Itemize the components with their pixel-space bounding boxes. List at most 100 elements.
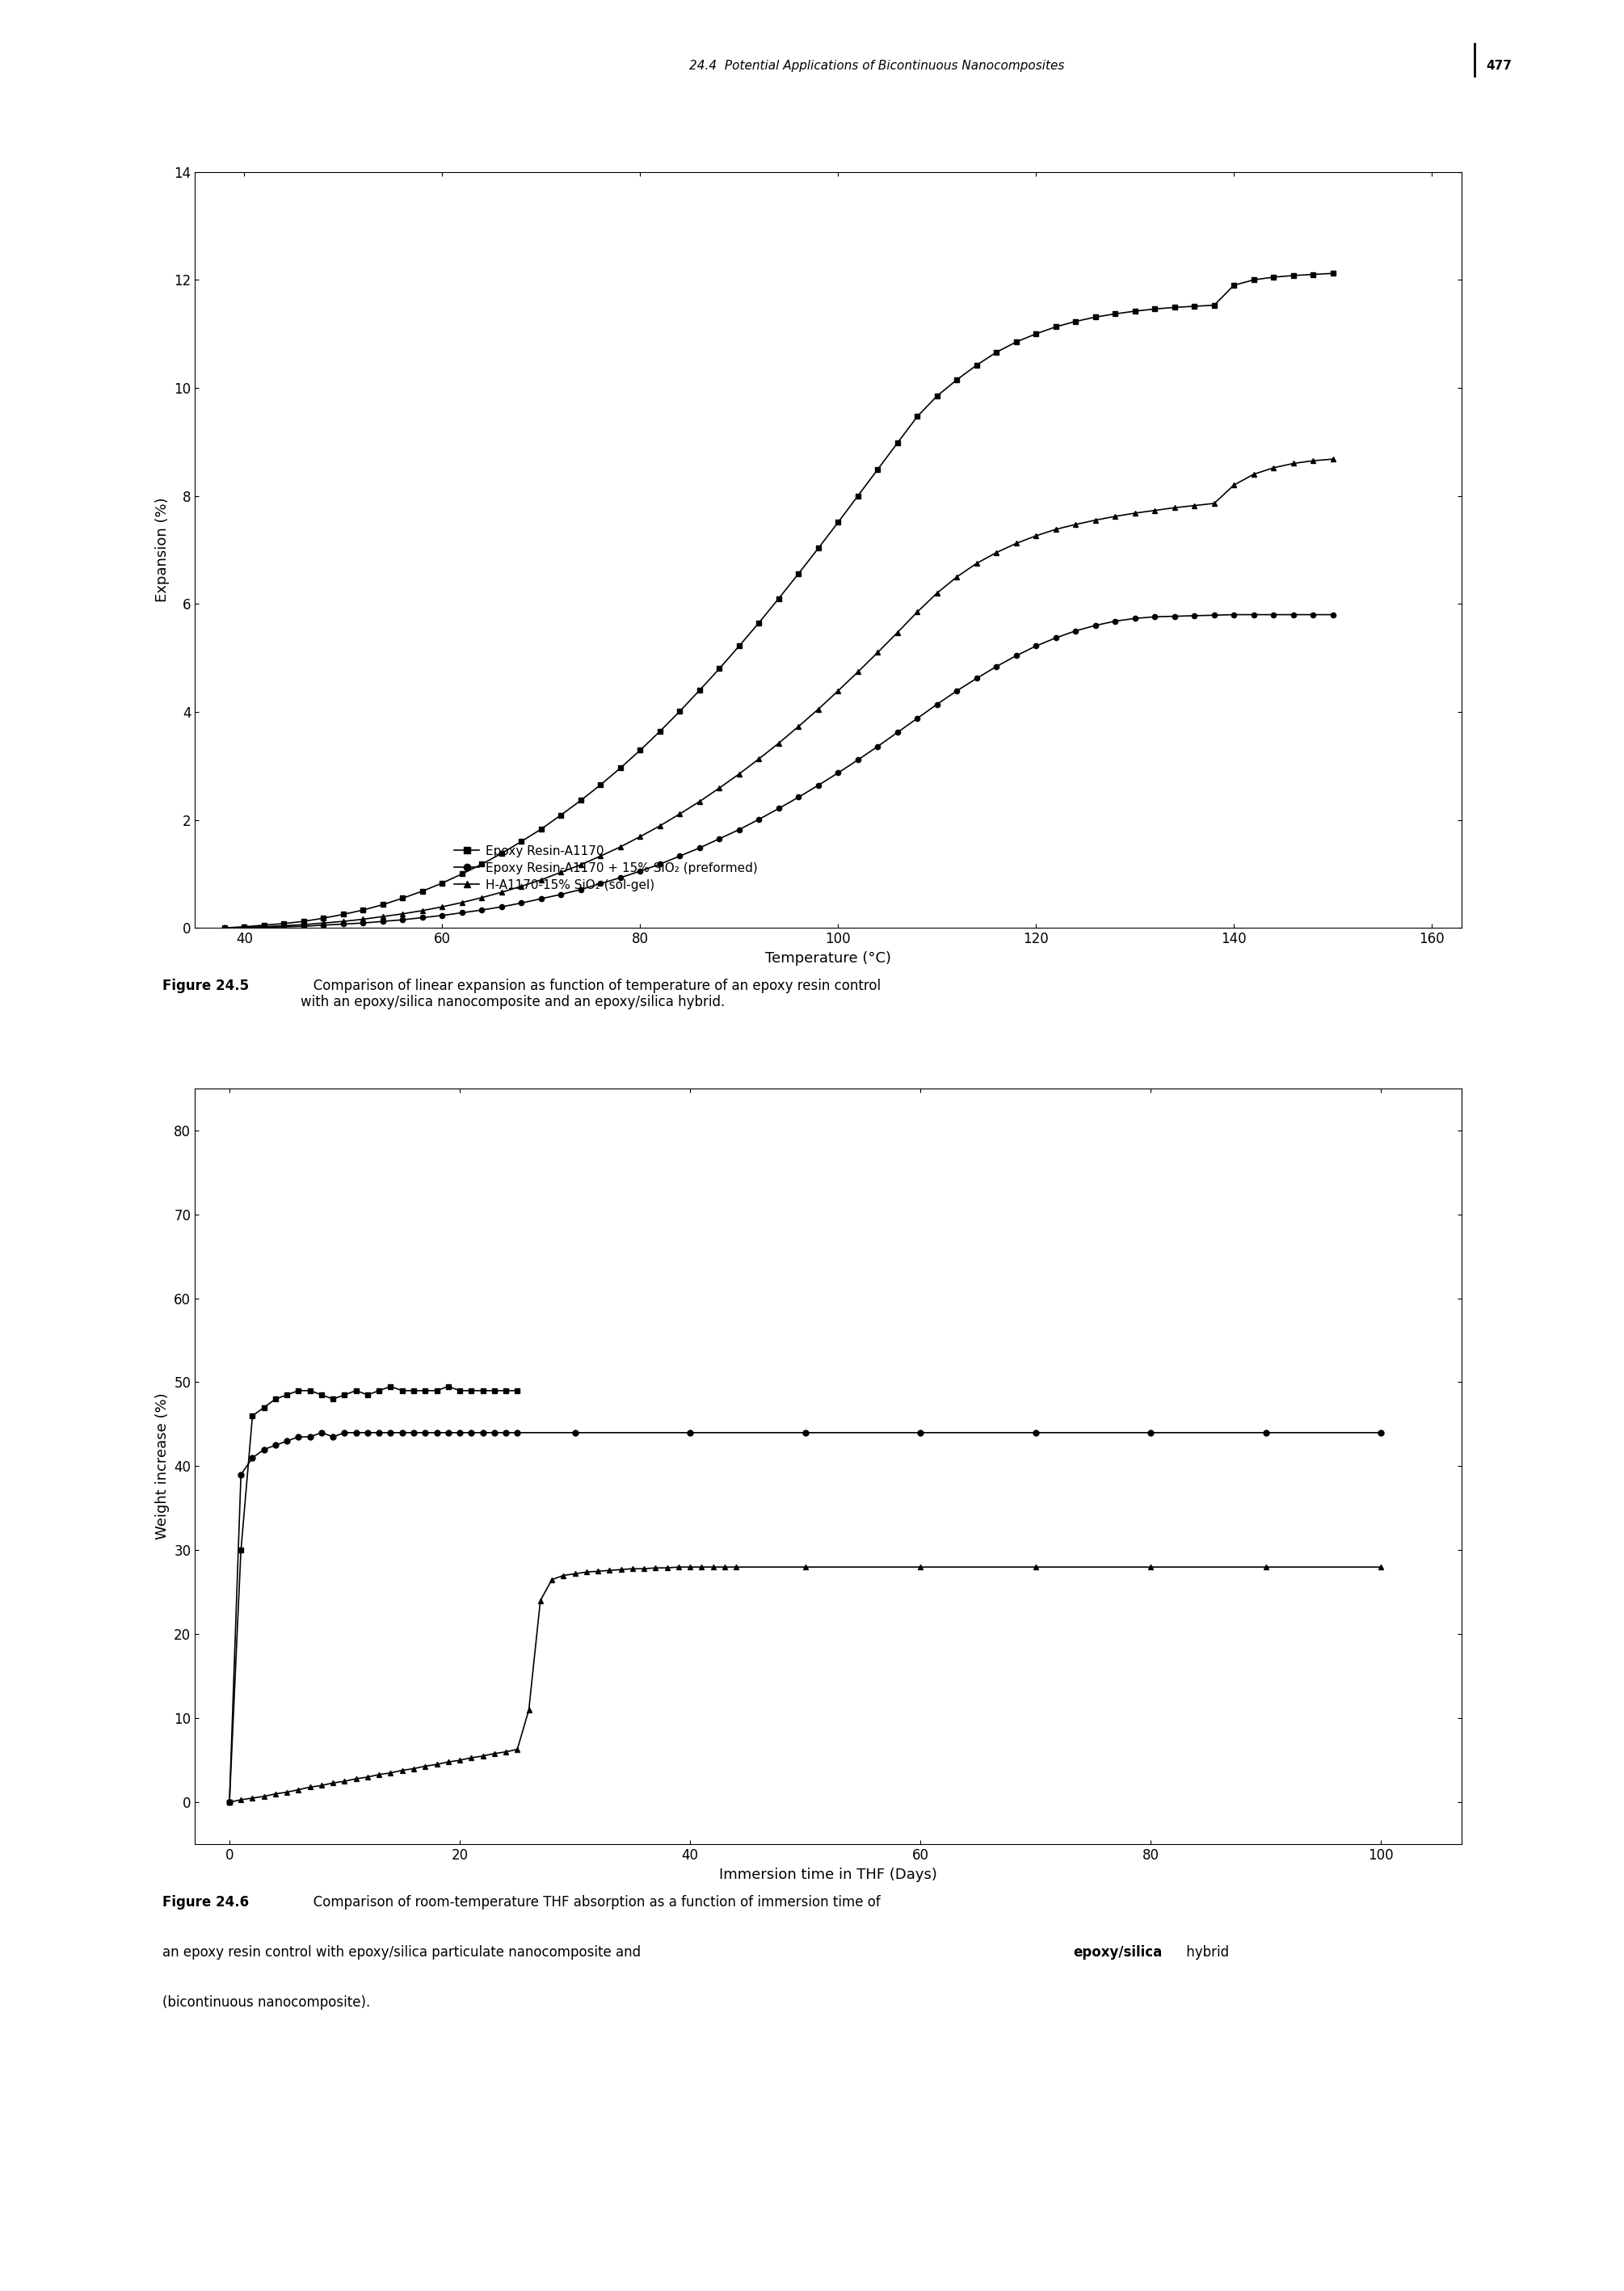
Epoxy Resin	[214, 914, 234, 942]
Epoxy Resin	[690, 676, 710, 703]
Text: epoxy/silica: epoxy/silica	[1073, 1945, 1163, 1959]
Epoxy Resin-A1170 + 15% SiO₂ (preformed)	[1371, 1418, 1390, 1446]
Epoxy Resin-A1170	[382, 1372, 401, 1400]
Text: 24.4  Potential Applications of Bicontinuous Nanocomposites: 24.4 Potential Applications of Bicontinu…	[689, 60, 1065, 71]
Epoxy Resin-A1170 + 15% SiO₂ (preformed)	[796, 1418, 815, 1446]
Epoxy Resin-A1170 + 15% SiO₂ (preformed)	[312, 1418, 331, 1446]
H-A1170-15% SiO₂ (sol-gel)	[1371, 1553, 1390, 1581]
Epoxy Resin-A1170-15% SiO₂ (Preformed)	[512, 873, 531, 900]
Line: Epoxy Resin: Epoxy Resin	[222, 270, 1335, 930]
Epoxy Resin-A1170 + 15% SiO₂ (preformed)	[266, 1432, 286, 1459]
Epoxy Resin-A1170	[484, 1377, 503, 1404]
Epoxy Resin-A1170	[404, 1377, 424, 1404]
Epoxy Resin-A1170	[255, 1393, 274, 1420]
H-A1170-15% SiO₂ (sol-gel)	[346, 1764, 365, 1792]
Text: Figure 24.6: Figure 24.6	[162, 1895, 248, 1908]
H-A1170-15% SiO₂ (sol-gel)	[635, 1556, 654, 1583]
Epoxy Resin-A1170 + 15% SiO₂ (preformed)	[335, 1418, 354, 1446]
Text: (bicontinuous nanocomposite).: (bicontinuous nanocomposite).	[162, 1995, 370, 2009]
Text: hybrid: hybrid	[1182, 1945, 1229, 1959]
Epoxy Resin-A1170 + 15% SiO₂ (preformed)	[565, 1418, 585, 1446]
Epoxy Resin-A1170	[312, 1381, 331, 1409]
Epoxy Resin-A1170 + 15% SiO₂ (preformed)	[911, 1418, 931, 1446]
Epoxy Resin-A1170	[231, 1537, 250, 1565]
Epoxy Resin-A1170	[473, 1377, 492, 1404]
Y-axis label: Weight increase (%): Weight increase (%)	[154, 1393, 169, 1540]
Epoxy Resin-A1170-15% SiO₂ (Preformed)	[966, 550, 986, 577]
Epoxy Resin-A1170 + 15% SiO₂ (preformed)	[393, 1418, 412, 1446]
H-A1170-15% SiO₂ (Sol-gel hybrid)	[987, 653, 1007, 680]
Epoxy Resin-A1170	[495, 1377, 515, 1404]
Epoxy Resin-A1170 + 15% SiO₂ (preformed)	[242, 1443, 261, 1471]
H-A1170-15% SiO₂ (Sol-gel hybrid)	[1324, 600, 1343, 628]
Epoxy Resin-A1170	[357, 1381, 377, 1409]
Epoxy Resin-A1170 + 15% SiO₂ (preformed)	[278, 1427, 297, 1455]
Epoxy Resin-A1170 + 15% SiO₂ (preformed)	[289, 1423, 309, 1450]
Epoxy Resin-A1170	[289, 1377, 309, 1404]
Epoxy Resin-A1170	[335, 1381, 354, 1409]
H-A1170-15% SiO₂ (sol-gel)	[669, 1553, 689, 1581]
Epoxy Resin-A1170	[416, 1377, 435, 1404]
H-A1170-15% SiO₂ (Sol-gel hybrid)	[255, 914, 274, 942]
Epoxy Resin-A1170 + 15% SiO₂ (preformed)	[300, 1423, 320, 1450]
Text: Comparison of linear expansion as function of temperature of an epoxy resin cont: Comparison of linear expansion as functi…	[300, 978, 880, 1010]
Epoxy Resin-A1170 + 15% SiO₂ (preformed)	[461, 1418, 481, 1446]
Line: H-A1170-15% SiO₂ (sol-gel): H-A1170-15% SiO₂ (sol-gel)	[227, 1565, 1384, 1805]
Epoxy Resin-A1170 + 15% SiO₂ (preformed)	[231, 1462, 250, 1489]
H-A1170-15% SiO₂ (Sol-gel hybrid)	[274, 914, 294, 942]
Epoxy Resin-A1170 + 15% SiO₂ (preformed)	[346, 1418, 365, 1446]
Epoxy Resin-A1170	[508, 1377, 528, 1404]
H-A1170-15% SiO₂ (sol-gel)	[219, 1789, 239, 1817]
Epoxy Resin-A1170-15% SiO₂ (Preformed)	[690, 788, 710, 816]
Epoxy Resin-A1170-15% SiO₂ (Preformed)	[1324, 444, 1343, 472]
Epoxy Resin-A1170	[461, 1377, 481, 1404]
H-A1170-15% SiO₂ (sol-gel)	[599, 1556, 619, 1583]
Epoxy Resin-A1170	[266, 1386, 286, 1414]
Line: Epoxy Resin-A1170-15% SiO₂ (Preformed): Epoxy Resin-A1170-15% SiO₂ (Preformed)	[222, 456, 1335, 930]
Epoxy Resin	[512, 827, 531, 855]
Text: an epoxy resin control with epoxy/silica particulate nanocomposite and: an epoxy resin control with epoxy/silica…	[162, 1945, 645, 1959]
Epoxy Resin-A1170 + 15% SiO₂ (preformed)	[438, 1418, 458, 1446]
Legend: Epoxy Resin-A1170, Epoxy Resin-A1170 + 15% SiO₂ (preformed), H-A1170-15% SiO₂ (s: Epoxy Resin-A1170, Epoxy Resin-A1170 + 1…	[455, 845, 757, 891]
Epoxy Resin-A1170 + 15% SiO₂ (preformed)	[1142, 1418, 1161, 1446]
Epoxy Resin-A1170 + 15% SiO₂ (preformed)	[484, 1418, 503, 1446]
Epoxy Resin-A1170	[369, 1377, 388, 1404]
Epoxy Resin-A1170 + 15% SiO₂ (preformed)	[450, 1418, 469, 1446]
Text: 477: 477	[1486, 60, 1512, 71]
Epoxy Resin-A1170-15% SiO₂ (Preformed)	[274, 912, 294, 939]
Epoxy Resin-A1170 + 15% SiO₂ (preformed)	[473, 1418, 492, 1446]
Epoxy Resin	[987, 339, 1007, 367]
Epoxy Resin-A1170 + 15% SiO₂ (preformed)	[427, 1418, 447, 1446]
Line: Epoxy Resin-A1170: Epoxy Resin-A1170	[227, 1384, 520, 1805]
Epoxy Resin-A1170 + 15% SiO₂ (preformed)	[1026, 1418, 1046, 1446]
Epoxy Resin-A1170	[438, 1372, 458, 1400]
Epoxy Resin	[966, 351, 986, 378]
Line: H-A1170-15% SiO₂ (Sol-gel hybrid): H-A1170-15% SiO₂ (Sol-gel hybrid)	[222, 612, 1335, 930]
Epoxy Resin-A1170	[219, 1789, 239, 1817]
Epoxy Resin-A1170-15% SiO₂ (Preformed)	[987, 538, 1007, 566]
H-A1170-15% SiO₂ (Sol-gel hybrid)	[966, 664, 986, 692]
Epoxy Resin-A1170 + 15% SiO₂ (preformed)	[323, 1423, 343, 1450]
Epoxy Resin-A1170	[450, 1377, 469, 1404]
Epoxy Resin-A1170 + 15% SiO₂ (preformed)	[495, 1418, 515, 1446]
X-axis label: Immersion time in THF (Days): Immersion time in THF (Days)	[719, 1867, 937, 1881]
Epoxy Resin-A1170 + 15% SiO₂ (preformed)	[416, 1418, 435, 1446]
Epoxy Resin-A1170	[323, 1386, 343, 1414]
Line: Epoxy Resin-A1170 + 15% SiO₂ (preformed): Epoxy Resin-A1170 + 15% SiO₂ (preformed)	[227, 1430, 1384, 1805]
Epoxy Resin-A1170	[242, 1402, 261, 1430]
Epoxy Resin-A1170 + 15% SiO₂ (preformed)	[357, 1418, 377, 1446]
H-A1170-15% SiO₂ (sol-gel)	[404, 1755, 424, 1782]
H-A1170-15% SiO₂ (Sol-gel hybrid)	[1224, 600, 1244, 628]
H-A1170-15% SiO₂ (Sol-gel hybrid)	[690, 834, 710, 861]
Epoxy Resin-A1170	[278, 1381, 297, 1409]
Epoxy Resin	[1324, 259, 1343, 286]
H-A1170-15% SiO₂ (Sol-gel hybrid)	[512, 889, 531, 916]
Epoxy Resin-A1170	[300, 1377, 320, 1404]
Text: Figure 24.5: Figure 24.5	[162, 978, 248, 992]
X-axis label: Temperature (°C): Temperature (°C)	[765, 951, 892, 965]
Epoxy Resin	[274, 910, 294, 937]
Text: Comparison of room-temperature THF absorption as a function of immersion time of: Comparison of room-temperature THF absor…	[300, 1895, 880, 1908]
Y-axis label: Expansion (%): Expansion (%)	[154, 497, 169, 603]
Epoxy Resin-A1170 + 15% SiO₂ (preformed)	[508, 1418, 528, 1446]
H-A1170-15% SiO₂ (sol-gel)	[1255, 1553, 1275, 1581]
